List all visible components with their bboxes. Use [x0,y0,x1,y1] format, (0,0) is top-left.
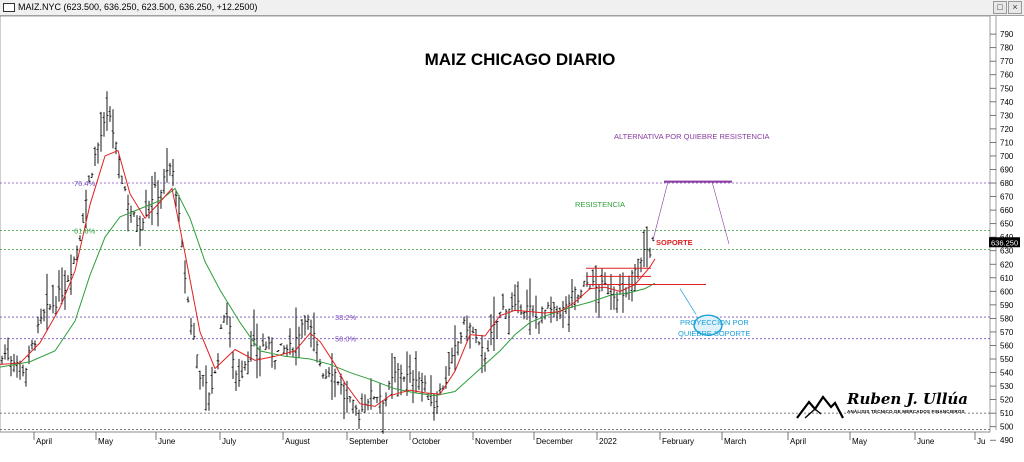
y-tick-label: 740 [1000,98,1014,107]
y-tick-label: 550 [1000,355,1014,364]
fib-label: 61.8% [74,226,96,235]
x-tick-label: December [536,437,573,446]
support-label: SOPORTE [656,238,693,247]
y-tick-label: 530 [1000,382,1014,391]
y-tick-label: 720 [1000,125,1014,134]
last-price-label: 636.250 [991,238,1018,247]
plot-area [0,16,991,433]
y-tick-label: 670 [1000,193,1014,202]
y-tick-label: 610 [1000,274,1014,283]
y-tick-label: 520 [1000,396,1014,405]
y-tick-label: 690 [1000,165,1014,174]
resistance-label: RESISTENCIA [575,200,626,209]
y-tick-label: 730 [1000,111,1014,120]
y-tick-label: 590 [1000,301,1014,310]
y-tick-label: 680 [1000,179,1014,188]
symbol-info: MAIZ.NYC (623.500, 636.250, 623.500, 636… [18,2,258,12]
x-tick-label: April [790,437,806,446]
logo-name: Ruben J. Ullúa [847,390,969,408]
projection-target-ellipse [693,314,723,336]
mountain-logo-icon [796,395,844,419]
window-icon [3,3,15,12]
y-tick-label: 570 [1000,328,1014,337]
y-tick-label: 490 [1000,436,1014,445]
x-tick-label: July [222,437,236,446]
y-tick-label: 770 [1000,57,1014,66]
y-tick-label: 700 [1000,152,1014,161]
x-tick-label: September [349,437,388,446]
projection-label-line1: PROYECCION POR [680,318,749,327]
window-titlebar: MAIZ.NYC (623.500, 636.250, 623.500, 636… [0,0,1024,16]
price-chart[interactable]: 490 500 510 520 530 540 550 560 570 580 590 600 610 6… [0,16,1024,462]
x-tick-label: June [917,437,935,446]
y-tick-label: 780 [1000,44,1014,53]
fib-label: 38.2% [335,313,357,322]
y-tick-label: 790 [1000,30,1014,39]
y-tick-label: 580 [1000,314,1014,323]
x-tick-label: March [724,437,746,446]
x-tick-label: June [158,437,176,446]
y-tick-label: 600 [1000,287,1014,296]
y-tick-label: 620 [1000,260,1014,269]
chart-title: MAIZ CHICAGO DIARIO [424,50,616,69]
y-tick-label: 710 [1000,138,1014,147]
x-tick-label: November [475,437,512,446]
projection-label-line2: QUIEBRE SOPORTE [678,329,751,338]
y-tick-label: 540 [1000,369,1014,378]
logo-subtitle: ANÁLISIS TÉCNICO DE MERCADOS FINANCIEROS [847,409,965,414]
projection-path [679,288,697,315]
moving-average-fast [0,149,656,407]
x-tick-label: October [412,437,441,446]
y-tick-label: 630 [1000,247,1014,256]
maximize-button[interactable]: □ [993,1,1007,14]
author-logo: Ruben J. Ullúa ANÁLISIS TÉCNICO DE MERCA… [795,390,969,424]
x-tick-label: Ju [977,437,985,446]
alternative-path-right [711,181,730,245]
x-tick-label: February [662,437,694,446]
y-tick-label: 560 [1000,341,1014,350]
x-tick-label: April [36,437,52,446]
y-tick-label: 510 [1000,409,1014,418]
x-tick-label: May [852,437,867,446]
moving-average-slow [0,187,656,397]
alternative-path-left [652,181,669,240]
y-tick-label: 750 [1000,84,1014,93]
y-tick-label: 760 [1000,71,1014,80]
y-tick-label: 660 [1000,206,1014,215]
y-tick-label: 650 [1000,220,1014,229]
x-tick-label: August [285,437,311,446]
x-tick-label: 2022 [599,437,617,446]
close-button[interactable]: × [1008,1,1022,14]
fib-label: 76.4% [74,179,96,188]
y-tick-label: 500 [1000,423,1014,432]
fib-label: 50.0% [335,335,357,344]
last-price-tag [989,237,1020,248]
x-tick-label: May [98,437,113,446]
alternative-label: ALTERNATIVA POR QUIEBRE RESISTENCIA [614,132,770,141]
